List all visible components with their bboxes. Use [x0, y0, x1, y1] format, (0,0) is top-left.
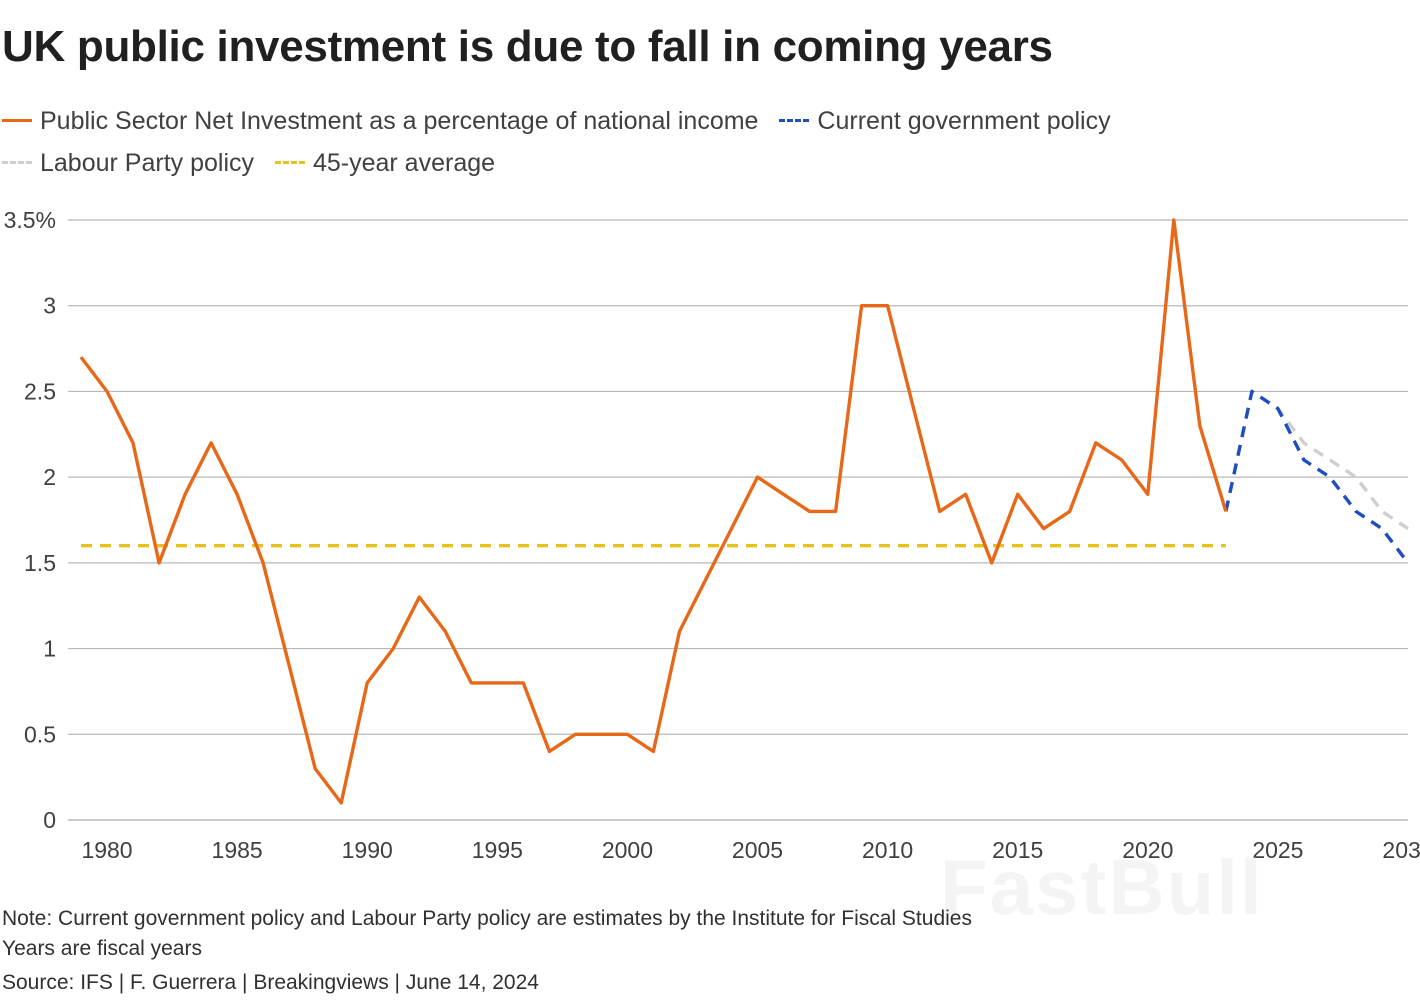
x-tick-label: 2015: [992, 837, 1043, 863]
x-tick-label: 2005: [732, 837, 783, 863]
line-chart: 0 0.5 1 1.5 2 2.5 3 3.5% 1980 1985 1990 1995 2000 20…: [4, 207, 1420, 863]
legend-swatch-labour: [2, 160, 32, 164]
y-axis-ticks: 0 0.5 1 1.5 2 2.5 3 3.5%: [4, 207, 56, 833]
x-tick-label: 1980: [81, 837, 132, 863]
x-tick-label: 2025: [1252, 837, 1303, 863]
y-tick-label: 1: [43, 636, 56, 662]
legend-item-psni: Public Sector Net Investment as a percen…: [2, 100, 758, 142]
y-tick-label: 0.5: [24, 721, 56, 747]
grid-lines: [68, 219, 1408, 821]
footer-note: Note: Current government policy and Labo…: [2, 907, 972, 930]
legend-item-current: Current government policy: [779, 100, 1111, 142]
y-tick-label: 1.5: [24, 550, 56, 576]
y-tick-label: 2.5: [24, 378, 56, 404]
x-tick-label: 2000: [602, 837, 653, 863]
legend-swatch-average: [274, 160, 305, 164]
x-tick-label: 2010: [862, 837, 913, 863]
series-line-labour-party-policy: [1224, 389, 1409, 531]
chart-title: UK public investment is due to fall in c…: [2, 22, 1053, 71]
x-tick-label: 2020: [1122, 837, 1173, 863]
legend-swatch-current: [779, 118, 810, 122]
legend-label-current: Current government policy: [817, 107, 1111, 135]
x-tick-label: 2030: [1382, 837, 1420, 863]
watermark: FastBull: [940, 843, 1264, 931]
y-tick-label: 3.5%: [4, 207, 56, 233]
y-tick-label: 0: [43, 807, 56, 833]
x-tick-label: 1995: [472, 837, 523, 863]
legend-item-labour: Labour Party policy: [2, 142, 254, 184]
x-tick-label: 1985: [212, 837, 263, 863]
legend-label-labour: Labour Party policy: [40, 149, 255, 177]
y-tick-label: 2: [43, 464, 56, 490]
series-line-current-government-policy: [1224, 389, 1410, 564]
y-tick-label: 3: [43, 293, 56, 319]
series-lines: [79, 218, 1410, 805]
legend-label-psni: Public Sector Net Investment as a percen…: [40, 107, 759, 135]
x-tick-label: 1990: [342, 837, 393, 863]
legend: Public Sector Net Investment as a percen…: [2, 100, 1392, 184]
legend-label-average: 45-year average: [312, 149, 496, 177]
legend-swatch-psni: [2, 118, 32, 122]
x-axis-ticks: 1980 1985 1990 1995 2000 2005 2010 2015 2020 2025…: [81, 837, 1420, 863]
footer-note-fiscal-years: Years are fiscal years: [2, 937, 202, 960]
footer-source: Source: IFS | F. Guerrera | Breakingview…: [2, 971, 539, 994]
legend-item-average: 45-year average: [274, 142, 496, 184]
series-line-public-sector-net-investment-as-a-percentage-of-national-income: [79, 218, 1228, 805]
